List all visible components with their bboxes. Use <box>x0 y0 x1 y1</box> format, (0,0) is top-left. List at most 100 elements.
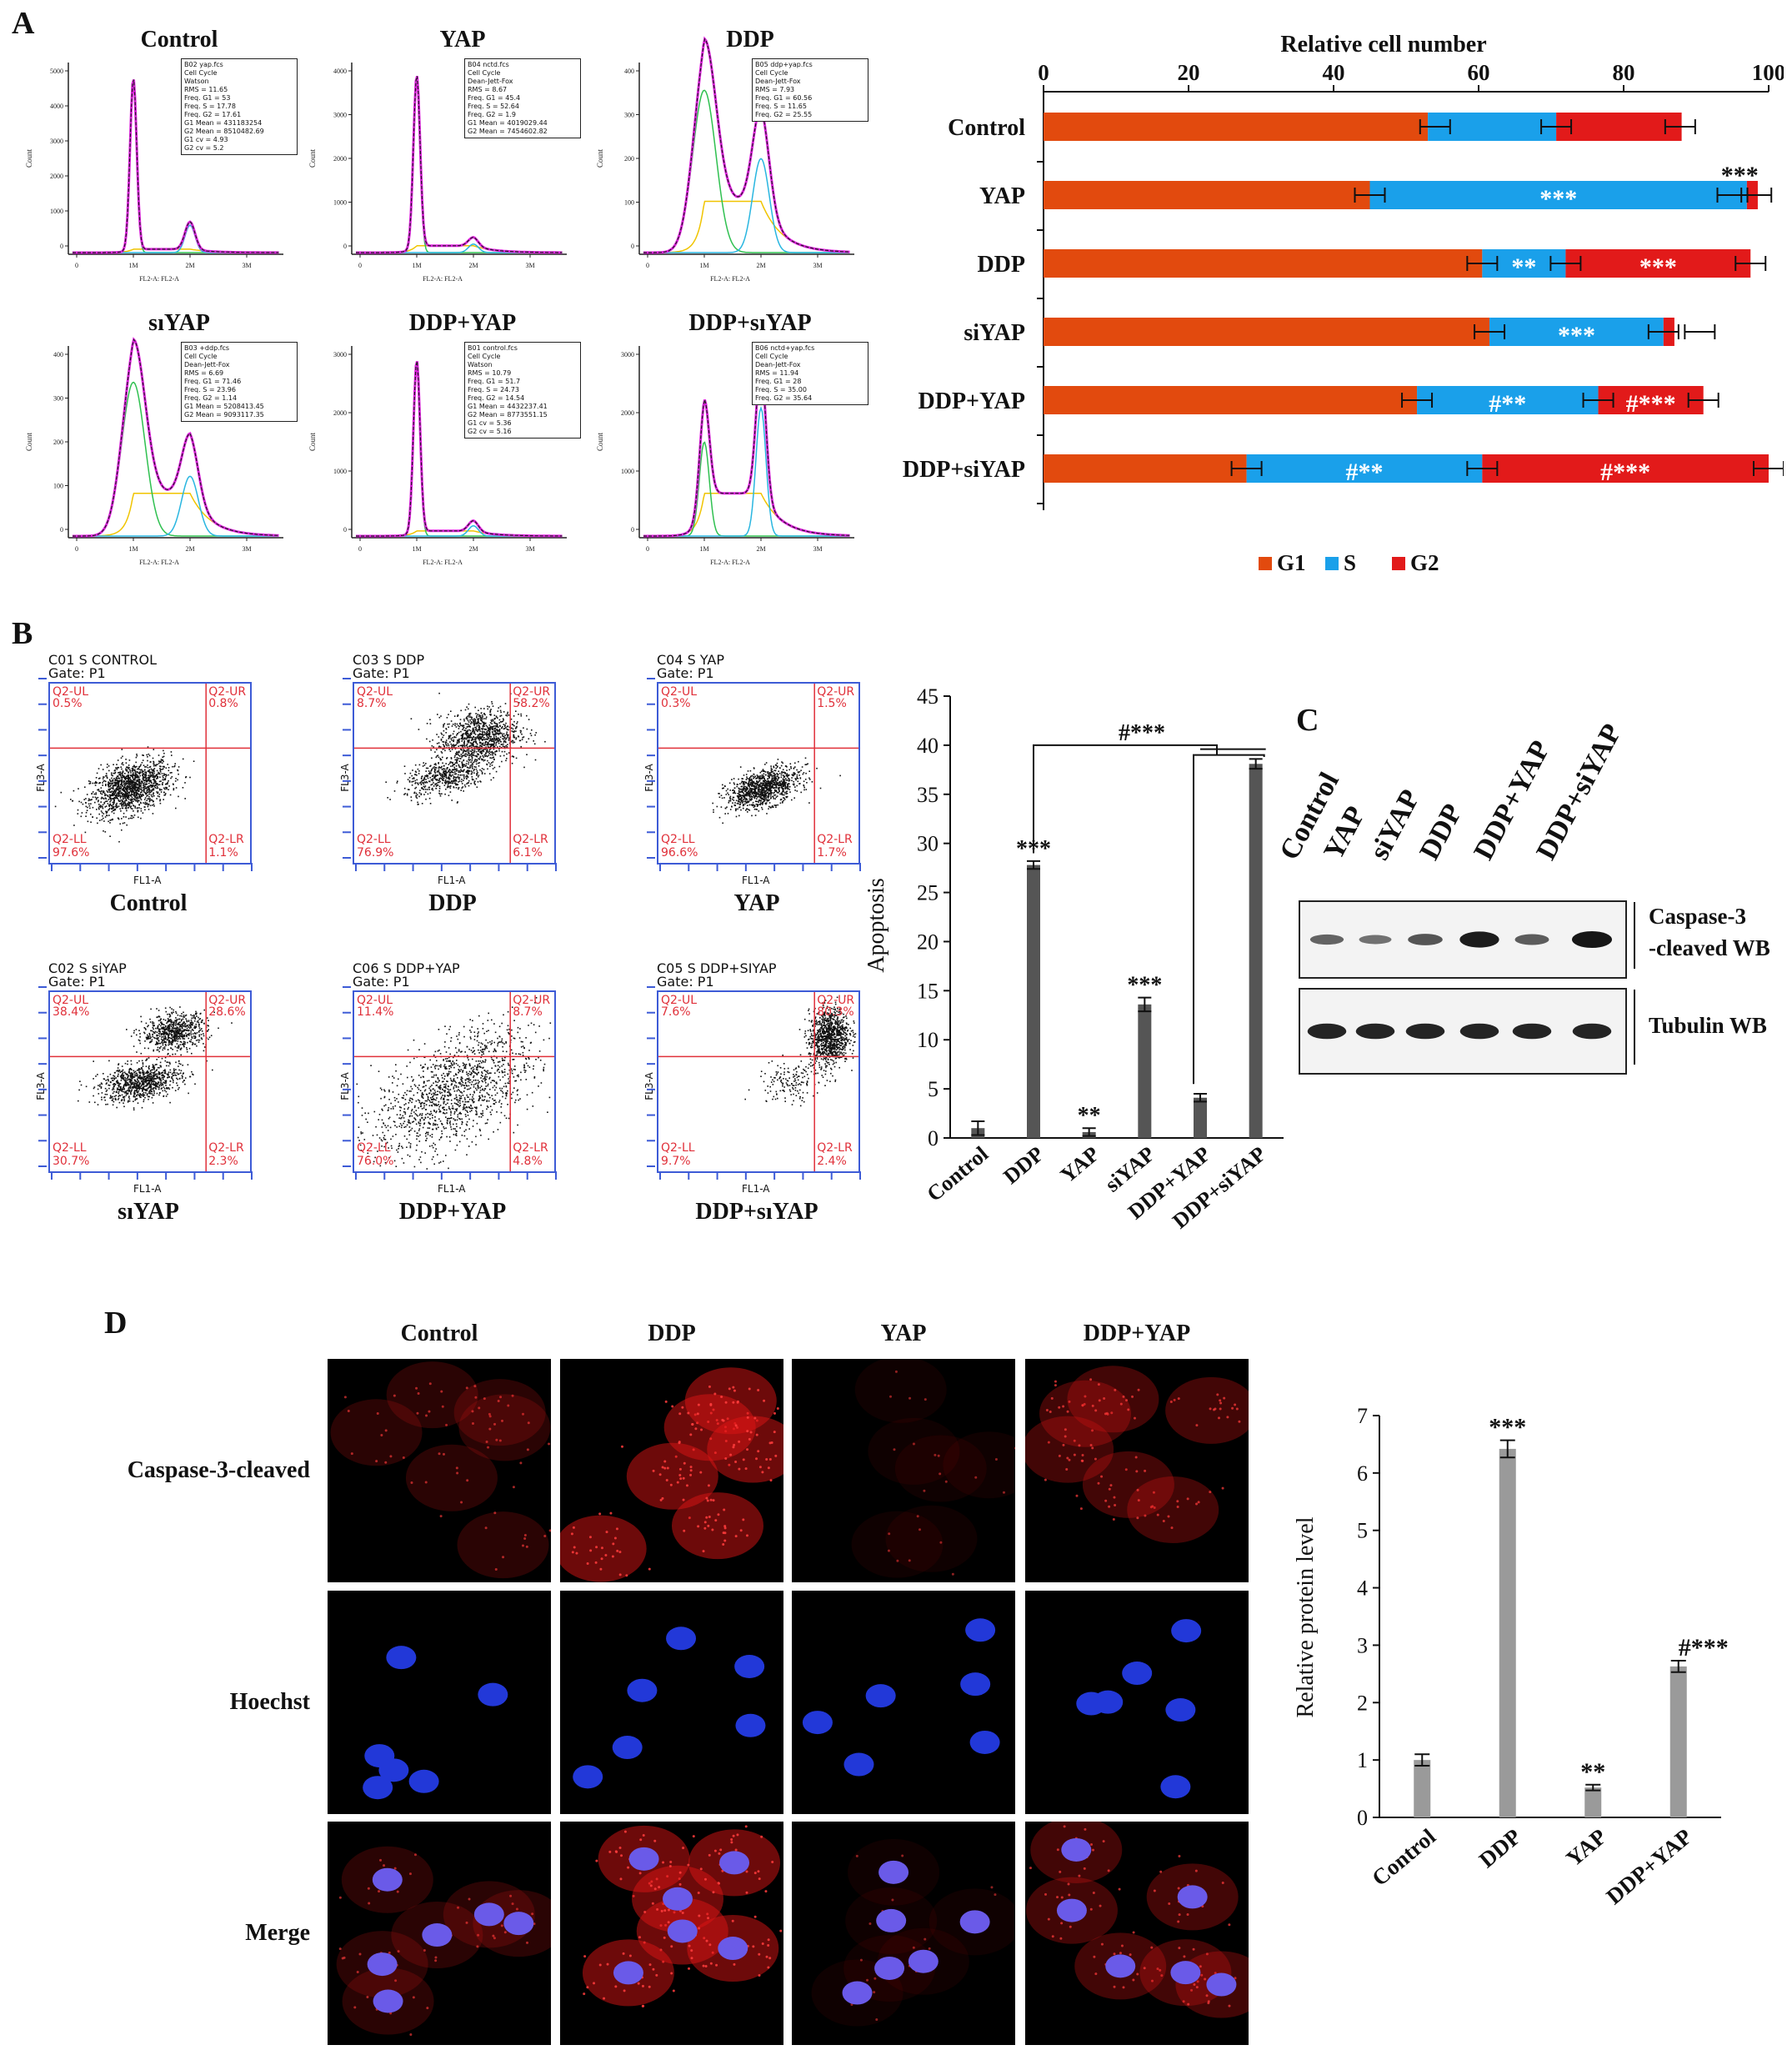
flow-event-dot <box>483 713 485 715</box>
flow-event-dot <box>148 778 150 779</box>
flow-event-dot <box>475 713 477 714</box>
flow-event-dot <box>748 789 751 790</box>
flow-event-dot <box>109 797 111 799</box>
flow-event-dot <box>738 788 740 790</box>
flow-event-dot <box>170 1019 172 1020</box>
flow-event-dot <box>436 783 438 784</box>
flow-event-dot <box>132 781 133 784</box>
flow-event-dot <box>490 743 493 745</box>
flow-event-dot <box>482 759 484 760</box>
flow-event-dot <box>147 759 148 762</box>
flow-event-dot <box>468 716 470 718</box>
flow-event-dot <box>149 777 151 779</box>
flow-event-dot <box>153 779 155 780</box>
flow-event-dot <box>473 754 475 756</box>
flow-event-dot <box>123 816 125 818</box>
flow-event-dot <box>156 787 158 789</box>
flow-event-dot <box>450 720 453 722</box>
flow-event-dot <box>147 779 149 781</box>
flow-event-dot <box>520 713 522 715</box>
flow-q-ll-value: 76.9% <box>357 846 394 860</box>
flow-event-dot <box>127 790 128 793</box>
flow-event-dot <box>512 755 513 757</box>
flow-event-dot <box>111 793 113 794</box>
flow-event-dot <box>448 770 450 773</box>
flow-event-dot <box>506 734 508 735</box>
flow-event-dot <box>442 741 443 743</box>
flow-event-dot <box>192 1024 193 1026</box>
flow-event-dot <box>754 814 757 816</box>
flow-event-dot <box>124 773 126 774</box>
flow-event-dot <box>464 733 467 735</box>
flow-event-dot <box>468 737 471 739</box>
chart-a-bar-segment <box>1482 454 1769 483</box>
flow-event-dot <box>795 779 797 781</box>
flow-event-dot <box>722 787 723 789</box>
flow-event-dot <box>143 775 144 778</box>
flow-event-dot <box>186 1050 188 1053</box>
flow-event-dot <box>192 1043 194 1045</box>
flow-event-dot <box>473 760 476 762</box>
flow-event-dot <box>493 766 496 769</box>
flow-event-dot <box>387 797 388 799</box>
flow-event-dot <box>739 766 742 768</box>
flow-event-dot <box>768 775 769 777</box>
flow-plot-area: Q2-UL 0.3% Q2-UR 1.5% Q2-LL 96.6% Q2-LR 1.7% <box>657 682 860 865</box>
flow-event-dot <box>148 785 151 787</box>
flow-event-dot <box>470 743 473 745</box>
flow-event-dot <box>464 785 467 788</box>
flow-event-dot <box>134 794 136 797</box>
flow-event-dot <box>495 739 497 741</box>
flow-event-dot <box>458 751 460 754</box>
flow-event-dot <box>471 754 473 755</box>
flow-event-dot <box>98 807 100 809</box>
flow-event-dot <box>744 803 746 805</box>
flow-event-dot <box>431 744 433 747</box>
flow-event-dot <box>88 798 90 800</box>
flow-event-dot <box>482 725 484 728</box>
flow-event-dot <box>422 788 423 789</box>
flow-event-dot <box>443 765 445 767</box>
flow-event-dot <box>745 801 747 803</box>
flow-q-lr-name: Q2-LR <box>817 833 853 846</box>
flow-event-dot <box>479 733 482 735</box>
flow-event-dot <box>475 726 477 729</box>
flow-event-dot <box>168 1042 170 1044</box>
flow-event-dot <box>766 791 768 794</box>
flow-event-dot <box>468 739 470 741</box>
flow-event-dot <box>765 784 768 785</box>
flow-event-dot <box>134 779 136 781</box>
flow-event-dot <box>118 785 120 787</box>
flow-event-dot <box>496 738 498 740</box>
flow-event-dot <box>489 746 492 748</box>
flow-event-dot <box>191 1023 193 1025</box>
flow-event-dot <box>163 787 165 789</box>
flow-event-dot <box>463 740 465 742</box>
flow-event-dot <box>445 783 447 784</box>
flow-event-dot <box>499 725 501 728</box>
flow-event-dot <box>143 773 145 775</box>
flow-event-dot <box>158 762 160 764</box>
flow-event-dot <box>173 1023 175 1025</box>
histogram-x-tick-label: 0 <box>75 262 78 269</box>
flow-event-dot <box>98 789 100 790</box>
flow-event-dot <box>477 730 478 733</box>
flow-event-dot <box>468 763 469 765</box>
flow-event-dot <box>145 1022 148 1025</box>
flow-event-dot <box>760 795 762 798</box>
flow-event-dot <box>425 798 427 800</box>
flow-event-dot <box>499 755 502 757</box>
flow-event-dot <box>775 786 778 788</box>
flow-event-dot <box>480 723 482 724</box>
flow-event-dot <box>526 728 528 730</box>
flow-event-dot <box>495 741 498 744</box>
flow-event-dot <box>439 793 441 795</box>
flow-event-dot <box>417 768 419 770</box>
flow-event-dot <box>456 762 458 764</box>
flow-event-dot <box>453 779 455 781</box>
flow-event-dot <box>73 789 75 792</box>
flow-event-dot <box>726 806 728 808</box>
flow-event-dot <box>149 798 151 799</box>
flow-event-dot <box>158 771 159 774</box>
flow-event-dot <box>107 803 109 804</box>
